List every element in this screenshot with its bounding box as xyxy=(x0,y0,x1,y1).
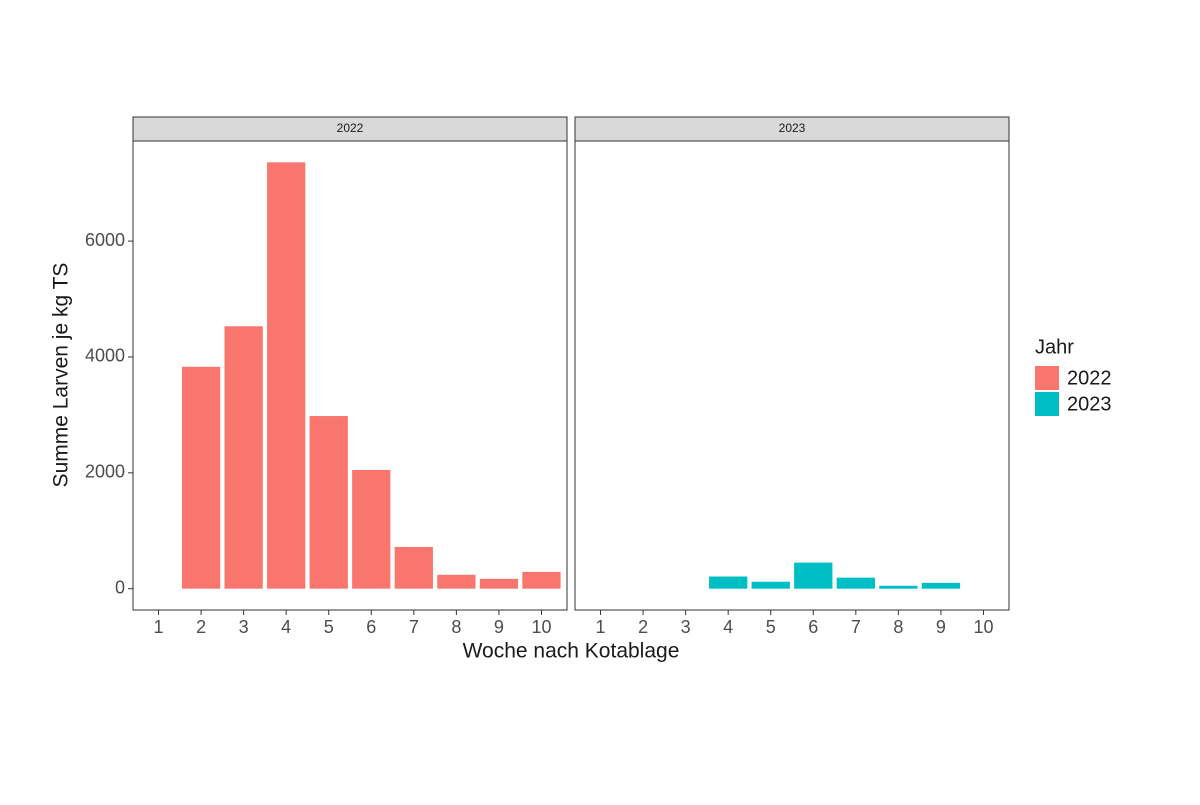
legend-label: 2023 xyxy=(1067,393,1112,415)
bar xyxy=(437,574,476,589)
bar xyxy=(522,571,561,589)
bar xyxy=(794,562,833,589)
x-tick-label: 2 xyxy=(196,617,206,637)
x-tick-label: 9 xyxy=(494,617,504,637)
bar xyxy=(479,578,519,589)
bar xyxy=(921,582,961,589)
x-tick-label: 3 xyxy=(681,617,691,637)
panel xyxy=(574,140,1010,611)
bar xyxy=(181,366,221,589)
legend-key xyxy=(1035,392,1059,416)
x-tick-label: 7 xyxy=(409,617,419,637)
y-tick-label: 4000 xyxy=(85,346,125,366)
x-tick-label: 5 xyxy=(766,617,776,637)
x-tick-label: 5 xyxy=(324,617,334,637)
panel xyxy=(132,140,568,611)
bar xyxy=(879,585,918,589)
x-tick-label: 10 xyxy=(531,617,551,637)
y-tick-label: 2000 xyxy=(85,462,125,482)
facet-strip xyxy=(132,116,568,142)
x-tick-label: 10 xyxy=(973,617,993,637)
y-axis-title: Summe Larven je kg TS xyxy=(50,263,73,488)
x-tick-label: 4 xyxy=(281,617,291,637)
x-tick-label: 8 xyxy=(451,617,461,637)
x-tick-label: 4 xyxy=(723,617,733,637)
bar xyxy=(751,581,790,589)
facet-label: 2022 xyxy=(337,121,364,135)
x-tick-label: 9 xyxy=(936,617,946,637)
legend-key xyxy=(1035,366,1059,390)
y-tick-label: 6000 xyxy=(85,230,125,250)
bar xyxy=(224,326,263,589)
legend-label: 2022 xyxy=(1067,367,1112,389)
x-tick-label: 6 xyxy=(366,617,376,637)
bar xyxy=(352,469,391,589)
bar xyxy=(394,546,433,589)
x-tick-label: 6 xyxy=(808,617,818,637)
facet-strip xyxy=(574,116,1010,142)
x-tick-label: 8 xyxy=(893,617,903,637)
x-tick-label: 3 xyxy=(239,617,249,637)
bar xyxy=(267,162,306,589)
x-tick-label: 2 xyxy=(638,617,648,637)
bar xyxy=(836,577,875,589)
bar xyxy=(309,416,348,589)
facet-label: 2023 xyxy=(779,121,806,135)
x-tick-label: 7 xyxy=(851,617,861,637)
x-tick-label: 1 xyxy=(154,617,164,637)
x-axis-title: Woche nach Kotablage xyxy=(463,640,680,663)
legend-title: Jahr xyxy=(1035,336,1074,358)
x-tick-label: 1 xyxy=(596,617,606,637)
y-tick-label: 0 xyxy=(115,577,125,597)
bar xyxy=(709,576,748,589)
